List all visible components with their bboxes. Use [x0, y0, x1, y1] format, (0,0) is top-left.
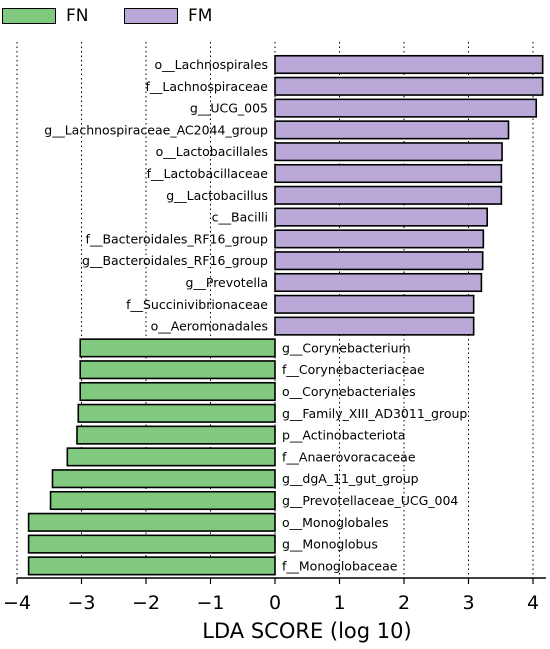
bar-label: g__Family_XIII_AD3011_group [282, 406, 467, 421]
bar [274, 294, 475, 314]
bar [27, 534, 276, 554]
bar [27, 556, 276, 576]
legend-swatch-fm [124, 8, 178, 24]
bar [274, 76, 544, 96]
bar [27, 512, 276, 532]
bar-label: o__Corynebacteriales [282, 384, 416, 399]
bar-label: g__Prevotella [185, 275, 268, 290]
x-axis: −4 −3 −2 −1 0 1 2 3 4 [3, 577, 546, 614]
legend-label-fn: FN [66, 6, 89, 26]
x-tick-label: 2 [398, 592, 410, 614]
bar [77, 403, 276, 423]
bar-label: f__Bacteroidales_RF16_group [86, 231, 269, 246]
bar-label: g__Corynebacterium [282, 340, 411, 355]
bar [274, 98, 538, 118]
bar-label: g__Bacteroidales_RF16_group [82, 253, 268, 268]
legend: FN FM [0, 6, 300, 26]
bar-label: o__Monoglobales [282, 515, 388, 530]
bar [274, 54, 544, 75]
bar-label: f__Succinivibrionaceae [126, 297, 268, 312]
x-axis-title: LDA SCORE (log 10) [202, 619, 411, 643]
bar-label: g__UCG_005 [190, 101, 268, 116]
bar-label: p__Actinobacteriota [282, 428, 405, 443]
bar-label: g__Lactobacillus [166, 188, 268, 203]
x-tick-label: −3 [67, 592, 95, 614]
bar-label: g__Monoglobus [282, 537, 378, 552]
bar [274, 163, 503, 184]
legend-item-fm: FM [124, 6, 212, 26]
bar-label: g__Lachnospiraceae_AC2044_group [44, 122, 268, 137]
bar-label: g__dgA_11_gut_group [282, 471, 419, 486]
bar [274, 120, 510, 140]
bar [79, 381, 276, 402]
bar [66, 447, 276, 467]
bar [274, 272, 483, 293]
bar [274, 185, 503, 205]
grid-lines [16, 42, 534, 578]
bar-label: c__Bacilli [212, 210, 268, 225]
legend-item-fn: FN [2, 6, 89, 26]
bar [274, 251, 484, 271]
x-tick-label: 3 [462, 592, 474, 614]
x-tick-label: 4 [527, 592, 539, 614]
bar [76, 425, 276, 445]
bar [49, 490, 276, 511]
bar-label: f__Corynebacteriaceae [282, 362, 425, 377]
x-tick-label: 0 [269, 592, 281, 614]
bar-label: f__Anaerovoracaceae [282, 449, 416, 464]
bar [274, 207, 489, 227]
bar-label: f__Lactobacillaceae [147, 166, 269, 181]
bar-label: o__Lachnospirales [154, 57, 268, 72]
bar [79, 338, 276, 358]
x-tick-label: −4 [3, 592, 31, 614]
bar [79, 360, 276, 380]
bars [27, 54, 544, 576]
legend-label-fm: FM [188, 6, 213, 26]
bar-label: o__Lactobacillales [156, 144, 268, 159]
legend-swatch-fn [2, 8, 56, 24]
category-labels: o__Lachnospirales f__Lachnospiraceae g__UC… [44, 57, 467, 573]
bar-label: o__Aeromonadales [151, 319, 268, 334]
bar [274, 229, 485, 249]
bar-label: f__Lachnospiraceae [145, 79, 268, 94]
bar [51, 469, 276, 489]
x-tick-label: −1 [196, 592, 224, 614]
bar [274, 142, 503, 162]
bar-label: g__Prevotellaceae_UCG_004 [282, 493, 458, 508]
bar-label: f__Monoglobaceae [282, 558, 398, 573]
bar [274, 316, 475, 336]
x-tick-label: −2 [132, 592, 160, 614]
x-tick-label: 1 [333, 592, 345, 614]
